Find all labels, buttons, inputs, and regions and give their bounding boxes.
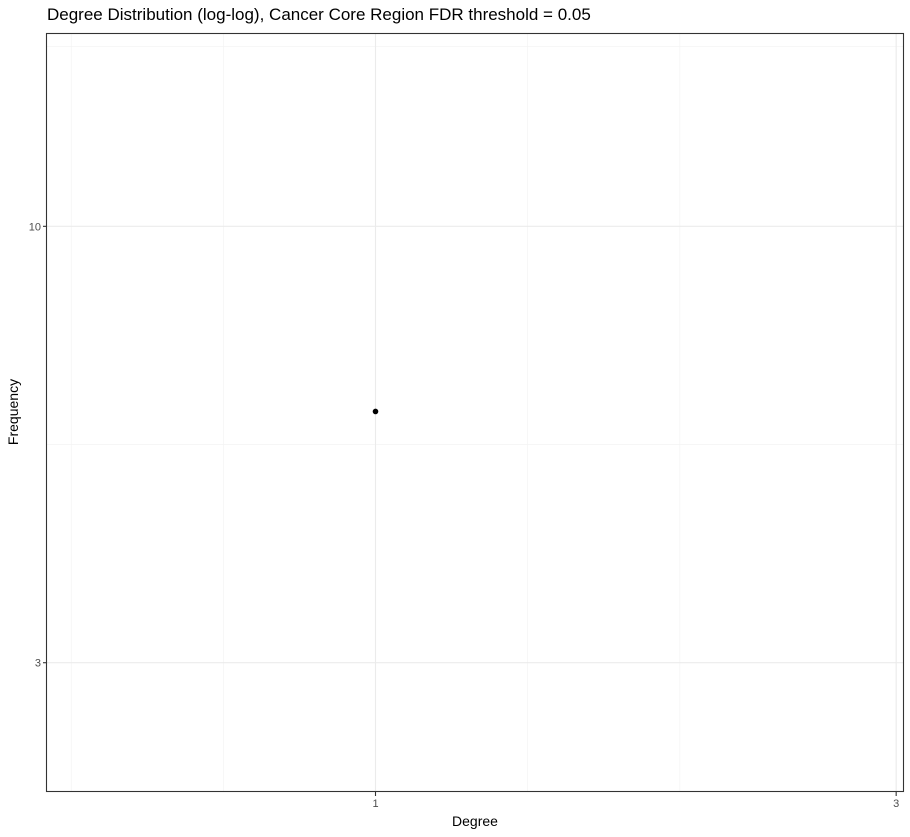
chart-title: Degree Distribution (log-log), Cancer Co… <box>47 5 591 24</box>
axis-ticks: 1 3 3 10 <box>29 221 899 810</box>
y-tick-label: 10 <box>29 221 41 233</box>
data-points <box>372 408 379 415</box>
grid <box>47 34 904 792</box>
x-tick-label: 3 <box>893 798 899 810</box>
x-axis-title: Degree <box>452 813 498 829</box>
panel-border <box>45 32 905 793</box>
data-point <box>372 408 379 415</box>
x-tick-label: 1 <box>372 798 378 810</box>
y-tick-label: 3 <box>35 658 41 670</box>
y-axis-title: Frequency <box>5 379 21 445</box>
